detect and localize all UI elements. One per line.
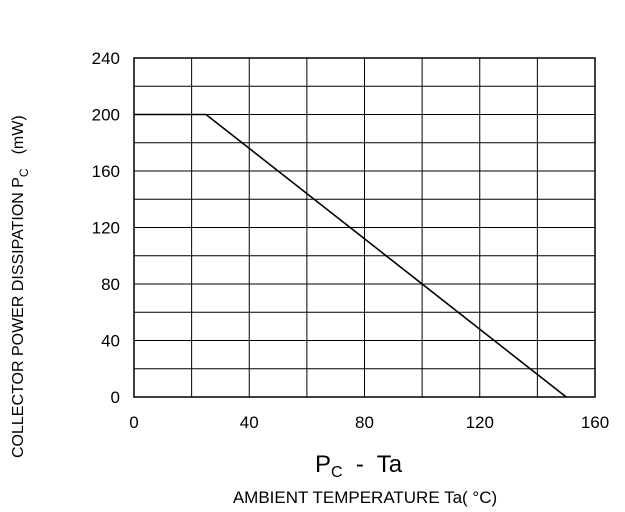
x-tick-labels: 0 40 80 120 160 <box>129 413 609 432</box>
x-axis-label: AMBIENT TEMPERATURE Ta( °C) <box>233 488 497 507</box>
plot-frame <box>133 57 596 398</box>
y-axis-label: COLLECTOR POWER DISSIPATION PC (mW) <box>10 115 31 458</box>
caption-rest: - Ta <box>343 451 403 478</box>
y-tick-label: 40 <box>101 332 120 351</box>
caption-sub: C <box>331 464 343 481</box>
chart-caption: PC - Ta <box>315 451 403 481</box>
y-tick-label: 80 <box>101 275 120 294</box>
y-axis-label-sub: C <box>17 168 31 177</box>
x-tick-label: 160 <box>581 413 609 432</box>
y-axis-label-main: COLLECTOR POWER DISSIPATION P <box>10 177 27 458</box>
x-tick-label: 0 <box>129 413 138 432</box>
x-tick-label: 120 <box>466 413 494 432</box>
x-tick-label: 80 <box>355 413 374 432</box>
x-tick-label: 40 <box>240 413 259 432</box>
y-tick-label: 0 <box>111 388 120 407</box>
series-line <box>134 113 567 398</box>
y-tick-label: 200 <box>92 106 120 125</box>
y-tick-label: 240 <box>92 49 120 68</box>
y-tick-label: 120 <box>92 219 120 238</box>
y-tick-labels: 0 40 80 120 160 200 240 <box>92 49 120 407</box>
y-axis-label-unit: (mW) <box>10 115 27 154</box>
caption-p: P <box>315 451 331 478</box>
y-tick-label: 160 <box>92 162 120 181</box>
grid <box>134 58 595 397</box>
